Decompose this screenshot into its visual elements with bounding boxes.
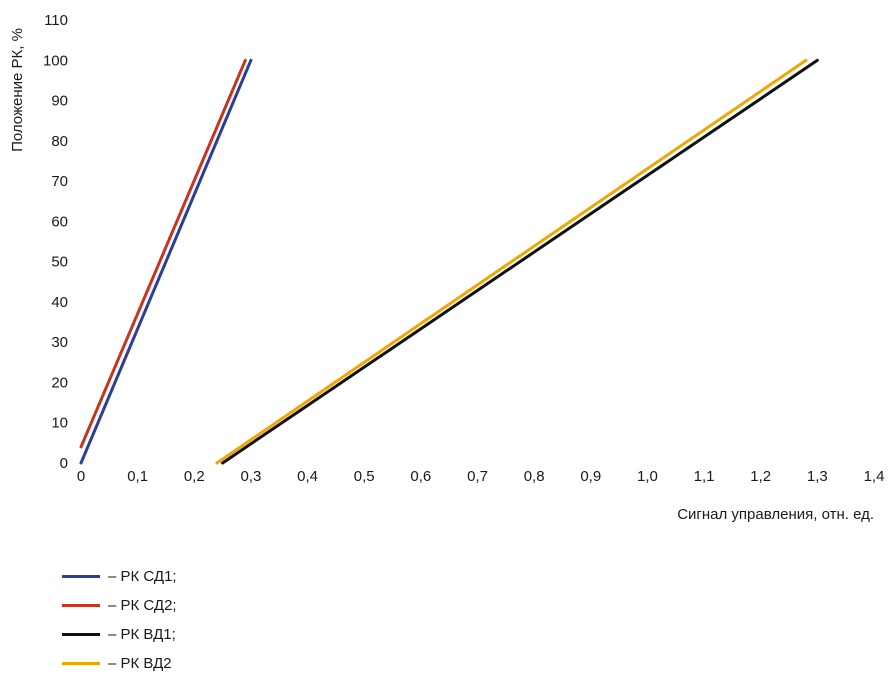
series-line <box>79 58 253 465</box>
x-tick-label: 0,8 <box>524 468 545 485</box>
series-lines <box>79 58 819 465</box>
x-tick-label: 0,3 <box>240 468 261 485</box>
legend-item: – РК СД1; <box>62 562 177 591</box>
x-tick-label: 1,0 <box>637 468 658 485</box>
x-tick-label: 1,3 <box>807 468 828 485</box>
y-tick-label: 40 <box>51 294 68 311</box>
y-axis-ticks: 0 10 20 30 40 50 60 70 80 90 100 110 <box>43 12 68 472</box>
legend-swatch <box>62 633 100 636</box>
y-tick-label: 10 <box>51 415 68 432</box>
legend-item: – РК ВД2 <box>62 649 177 678</box>
x-tick-label: 0 <box>77 468 85 485</box>
legend-swatch <box>62 575 100 578</box>
legend-swatch <box>62 662 100 665</box>
y-tick-label: 70 <box>51 173 68 190</box>
y-tick-label: 20 <box>51 374 68 391</box>
legend-label: – РК ВД2 <box>108 655 172 672</box>
y-tick-label: 60 <box>51 213 68 230</box>
x-tick-label: 1,1 <box>694 468 715 485</box>
x-axis-ticks: 0 0,1 0,2 0,3 0,4 0,5 0,6 0,7 0,8 0,9 1,0 1,1 1,2 1,3… <box>77 468 885 485</box>
y-axis-title: Положение РК, % <box>9 28 26 152</box>
legend-item: – РК ВД1; <box>62 620 177 649</box>
y-tick-label: 100 <box>43 52 68 69</box>
legend-item: – РК СД2; <box>62 591 177 620</box>
y-tick-label: 30 <box>51 334 68 351</box>
x-tick-label: 0,6 <box>410 468 431 485</box>
series-line <box>79 58 247 449</box>
x-tick-label: 0,1 <box>127 468 148 485</box>
x-axis-title: Сигнал управления, отн. ед. <box>677 506 874 523</box>
y-tick-label: 80 <box>51 133 68 150</box>
legend-label: – РК СД2; <box>108 597 177 614</box>
legend-swatch <box>62 604 100 607</box>
series-line <box>221 58 819 465</box>
legend-label: – РК ВД1; <box>108 626 176 643</box>
y-tick-label: 110 <box>44 12 68 29</box>
legend-label: – РК СД1; <box>108 568 177 585</box>
x-tick-label: 0,7 <box>467 468 488 485</box>
x-tick-label: 0,4 <box>297 468 318 485</box>
x-tick-label: 1,2 <box>750 468 771 485</box>
x-tick-label: 0,5 <box>354 468 375 485</box>
y-tick-label: 0 <box>60 455 68 472</box>
x-tick-label: 1,4 <box>864 468 885 485</box>
legend: – РК СД1; – РК СД2; – РК ВД1; – РК ВД2 <box>62 562 177 678</box>
series-line <box>215 58 808 465</box>
y-tick-label: 90 <box>51 93 68 110</box>
x-tick-label: 0,9 <box>580 468 601 485</box>
y-tick-label: 50 <box>51 254 68 271</box>
x-tick-label: 0,2 <box>184 468 205 485</box>
